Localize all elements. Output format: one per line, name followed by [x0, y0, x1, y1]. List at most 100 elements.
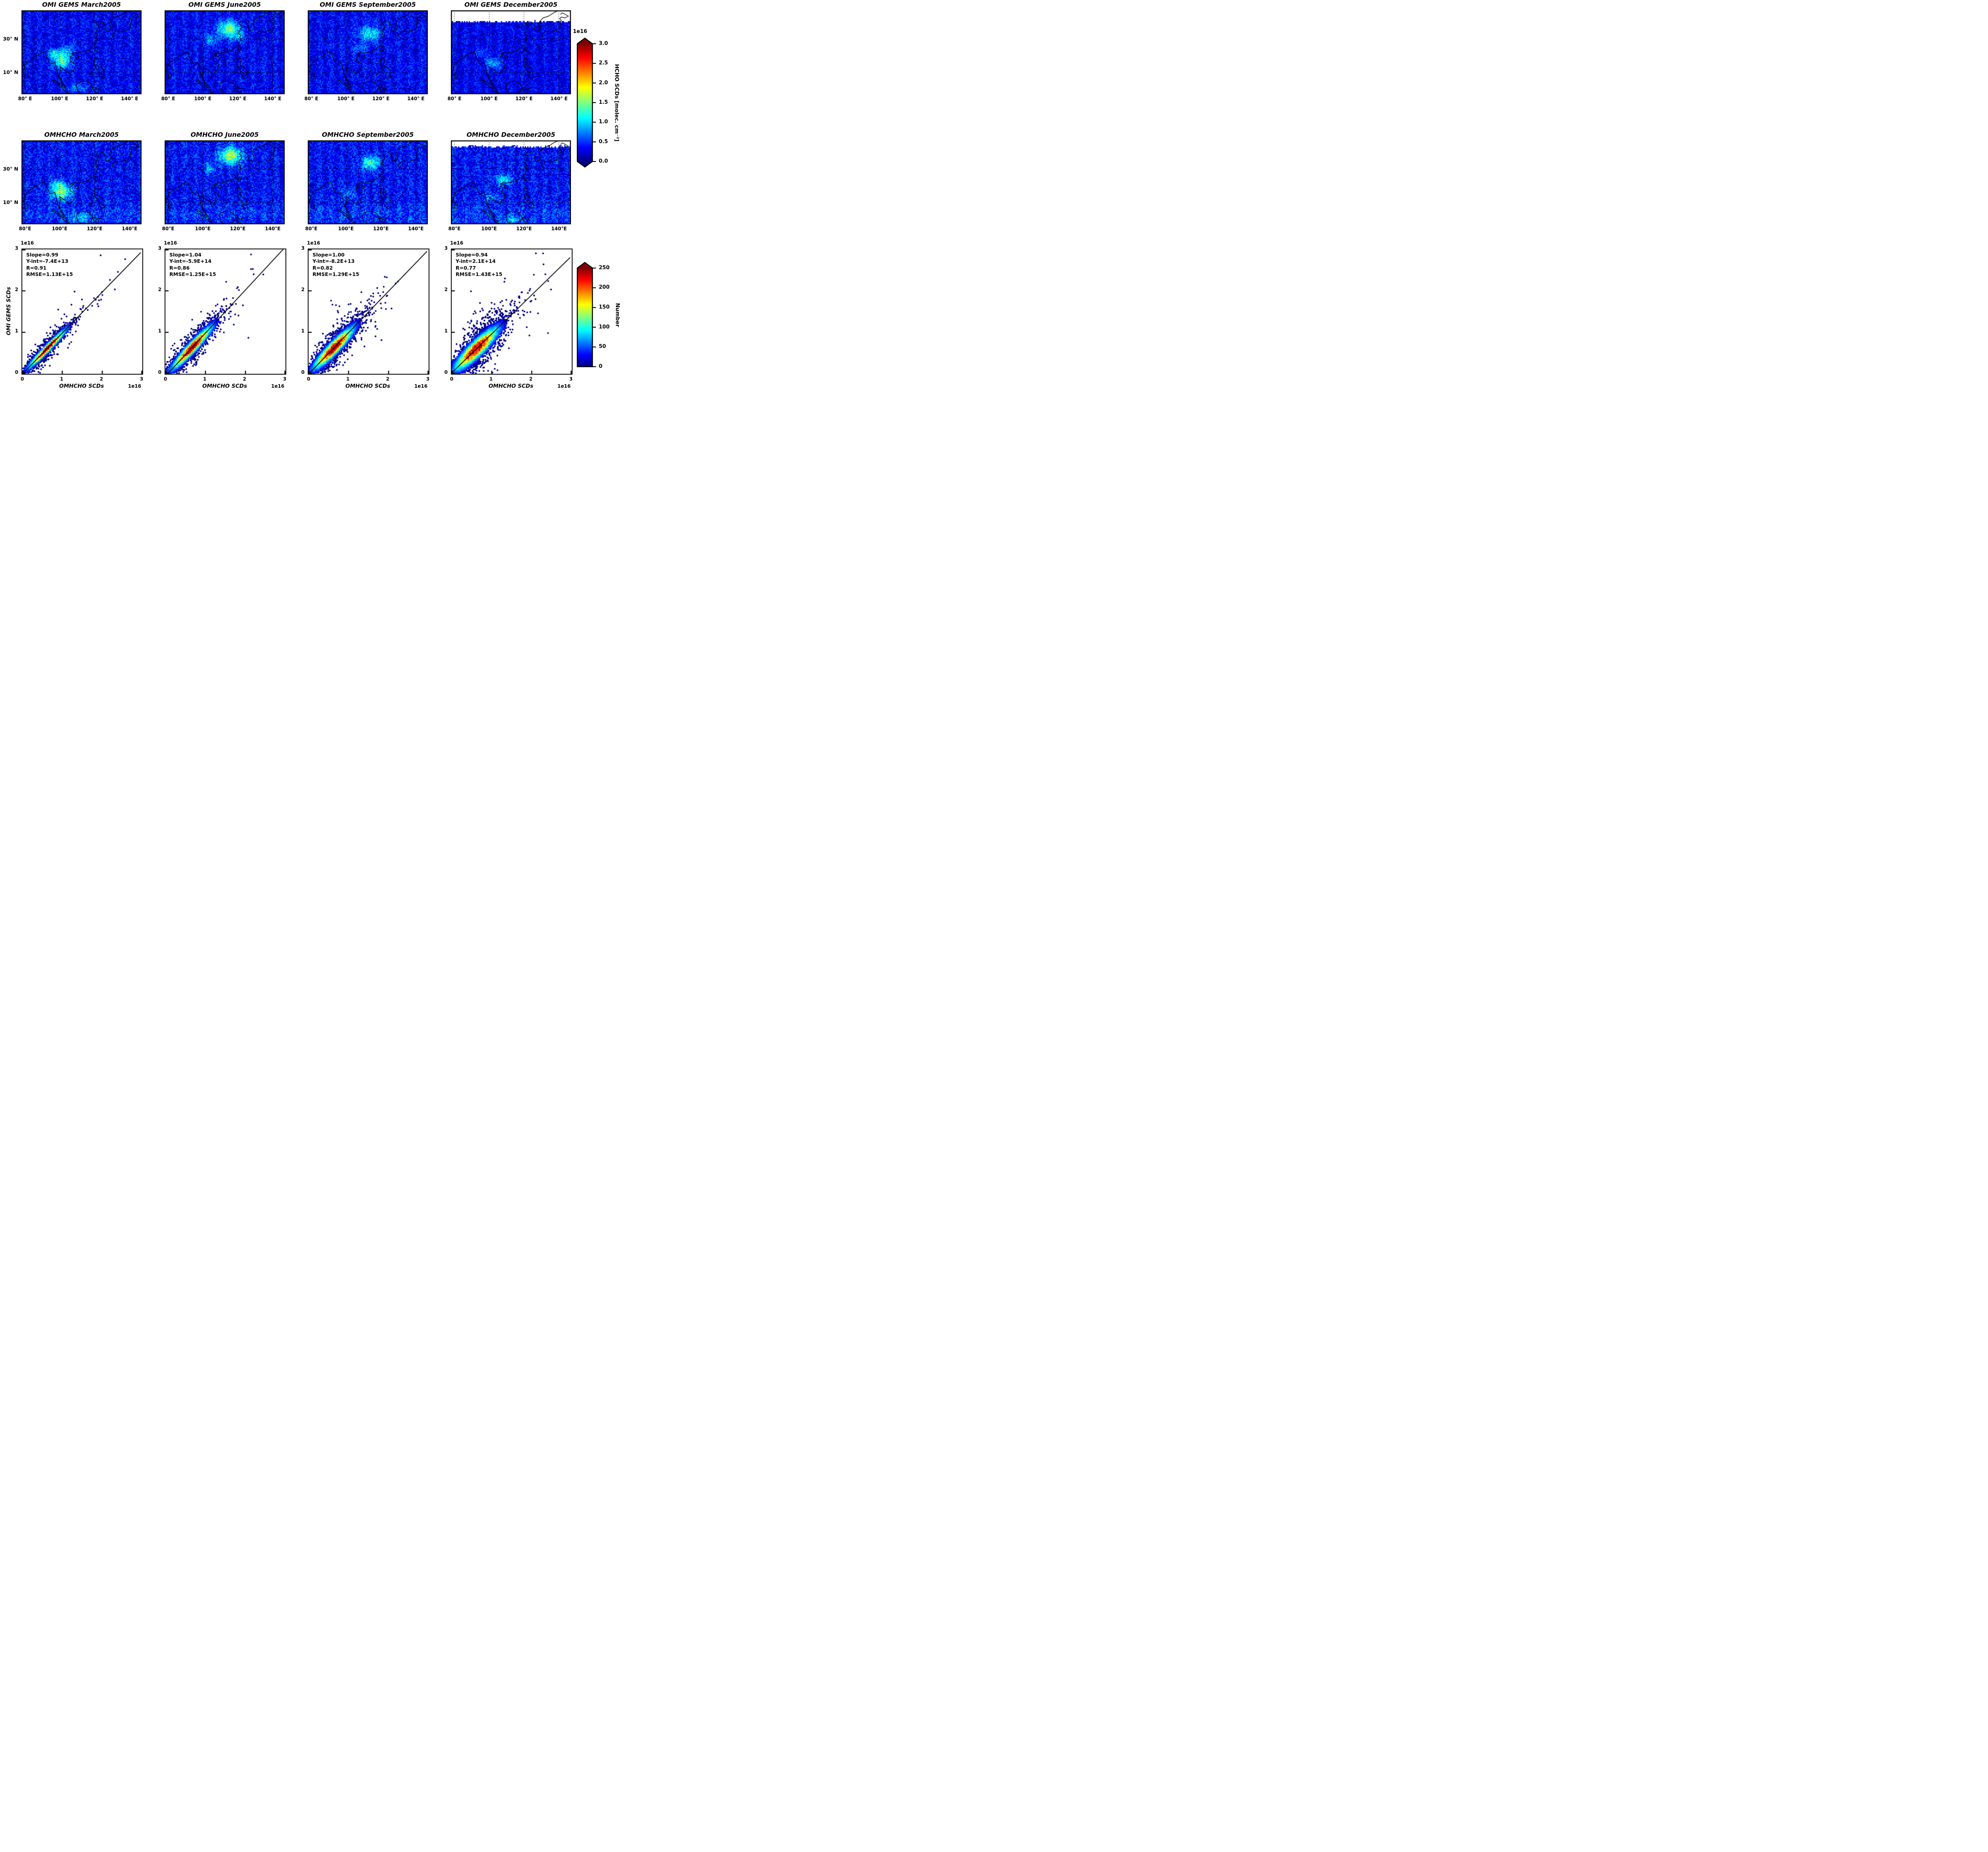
stats-line: Slope=1.04 [169, 252, 202, 258]
colorbar-label: Number [614, 303, 621, 327]
stats-line: Slope=0.94 [456, 252, 488, 258]
x-tick-label: 100° E [480, 96, 498, 101]
x-tick-label: 1 [203, 376, 207, 382]
x-tick-label: 3 [569, 376, 573, 382]
x-tick-label: 120° E [229, 96, 247, 101]
x-tick-label: 100° E [337, 96, 355, 101]
x-axis-label: OMHCHO SCDs [345, 383, 390, 389]
colorbar-tick-label: 1.0 [599, 119, 608, 125]
x-tick-label: 0 [307, 376, 311, 382]
y-tick-label: 30° N [3, 36, 18, 42]
colorbar-tick-label: 2.0 [599, 80, 608, 86]
stats-line: R=0.77 [456, 264, 476, 271]
colorbar-tick-label: 3.0 [599, 41, 608, 47]
colorbar-tick-label: 200 [599, 284, 610, 290]
y-tick-label: 1 [158, 328, 161, 334]
colorbar-tick-label: 0.0 [599, 158, 608, 164]
x-tick-label: 140° E [550, 96, 568, 101]
y-tick-label: 3 [301, 245, 305, 251]
stats-line: Y-int=-8.2E+13 [313, 258, 355, 264]
x-tick-label: 120° E [372, 96, 390, 101]
stats-annotation: Slope=0.94 Y-int=2.1E+14 R=0.77 RMSE=1.4… [456, 252, 502, 278]
y-tick-label: 0 [15, 369, 18, 375]
colorbar-label: HCHO SCDs [molec. cm⁻²] [613, 64, 620, 142]
x-axis-label: OMHCHO SCDs [59, 383, 104, 389]
x-tick-label: 100°E [195, 226, 211, 231]
x-tick-label: 140°E [408, 226, 424, 231]
stats-line: RMSE=1.13E+15 [26, 271, 73, 277]
stats-line: Y-int=2.1E+14 [456, 258, 496, 264]
colorbar-tick-label: 0.5 [599, 139, 608, 145]
x-tick-label: 80° E [447, 96, 462, 101]
scatter-canvas [21, 249, 143, 375]
x-tick-label: 2 [99, 376, 103, 382]
colorbar-tick-label: 100 [599, 324, 610, 330]
x-tick-label: 3 [426, 376, 430, 382]
x-tick-label: 80°E [162, 226, 175, 231]
stats-line: RMSE=1.43E+15 [456, 271, 503, 277]
x-tick-label: 80°E [19, 226, 31, 231]
axis-offset-text: 1e16 [414, 383, 428, 389]
x-tick-label: 100° E [51, 96, 68, 101]
stats-line: Slope=0.99 [26, 252, 58, 258]
colorbar-number [577, 262, 596, 367]
colorbar-tick-marks [592, 267, 596, 367]
stats-line: Y-int=-7.4E+13 [26, 258, 68, 264]
x-tick-label: 80°E [305, 226, 318, 231]
map-canvas [451, 10, 571, 94]
x-tick-label: 120° E [86, 96, 103, 101]
stats-line: Y-int=-5.9E+14 [169, 258, 212, 264]
x-tick-label: 140° E [121, 96, 138, 101]
y-tick-label: 2 [444, 287, 448, 292]
map-canvas [451, 140, 571, 224]
x-axis-label: OMHCHO SCDs [202, 383, 247, 389]
colorbar-tick-label: 150 [599, 304, 610, 310]
y-tick-label: 0 [301, 369, 305, 375]
colorbar-hcho-scd [577, 37, 596, 168]
x-tick-label: 3 [283, 376, 287, 382]
x-tick-label: 2 [386, 376, 390, 382]
y-tick-label: 2 [301, 287, 305, 292]
map-canvas [165, 10, 285, 94]
stats-line: R=0.91 [26, 264, 47, 271]
x-tick-label: 120°E [373, 226, 389, 231]
map-title: OMHCHO December2005 [466, 131, 555, 138]
scatter-canvas [308, 249, 429, 375]
stats-line: RMSE=1.25E+15 [169, 271, 216, 277]
x-tick-label: 120°E [87, 226, 103, 231]
colorbar-tick-label: 1.5 [599, 99, 608, 105]
x-tick-label: 0 [20, 376, 24, 382]
axis-offset-text: 1e16 [164, 240, 177, 246]
x-tick-label: 80° E [161, 96, 175, 101]
colorbar-tick-label: 2.5 [599, 60, 608, 66]
x-tick-label: 2 [243, 376, 247, 382]
stats-annotation: Slope=1.00 Y-int=-8.2E+13 R=0.82 RMSE=1.… [313, 252, 359, 278]
map-title: OMHCHO September2005 [322, 131, 414, 138]
map-canvas [308, 10, 428, 94]
x-tick-label: 100°E [481, 226, 497, 231]
stats-line: R=0.82 [313, 264, 333, 271]
x-tick-label: 120°E [230, 226, 246, 231]
x-tick-label: 1 [60, 376, 64, 382]
y-tick-label: 3 [444, 245, 448, 251]
colorbar-tick-label: 250 [599, 265, 610, 271]
map-canvas [308, 140, 428, 224]
colorbar-offset-text: 1e16 [573, 29, 587, 35]
y-tick-label: 10° N [3, 199, 18, 205]
stats-annotation: Slope=1.04 Y-int=-5.9E+14 R=0.86 RMSE=1.… [169, 252, 216, 278]
colorbar-gradient-bar [577, 262, 593, 367]
map-title: OMI GEMS September2005 [320, 1, 416, 8]
colorbar-tick-label: 0 [599, 363, 603, 369]
x-axis-label: OMHCHO SCDs [488, 383, 534, 389]
x-tick-label: 140°E [551, 226, 567, 231]
x-tick-label: 0 [163, 376, 167, 382]
colorbar-tick-label: 50 [599, 344, 606, 350]
y-tick-label: 3 [15, 245, 18, 251]
x-tick-label: 3 [140, 376, 144, 382]
x-tick-label: 140°E [122, 226, 138, 231]
x-tick-label: 100°E [52, 226, 68, 231]
map-title: OMI GEMS June2005 [188, 1, 261, 8]
map-title: OMI GEMS March2005 [42, 1, 121, 8]
y-tick-label: 1 [301, 328, 305, 334]
y-tick-label: 30° N [3, 166, 18, 172]
